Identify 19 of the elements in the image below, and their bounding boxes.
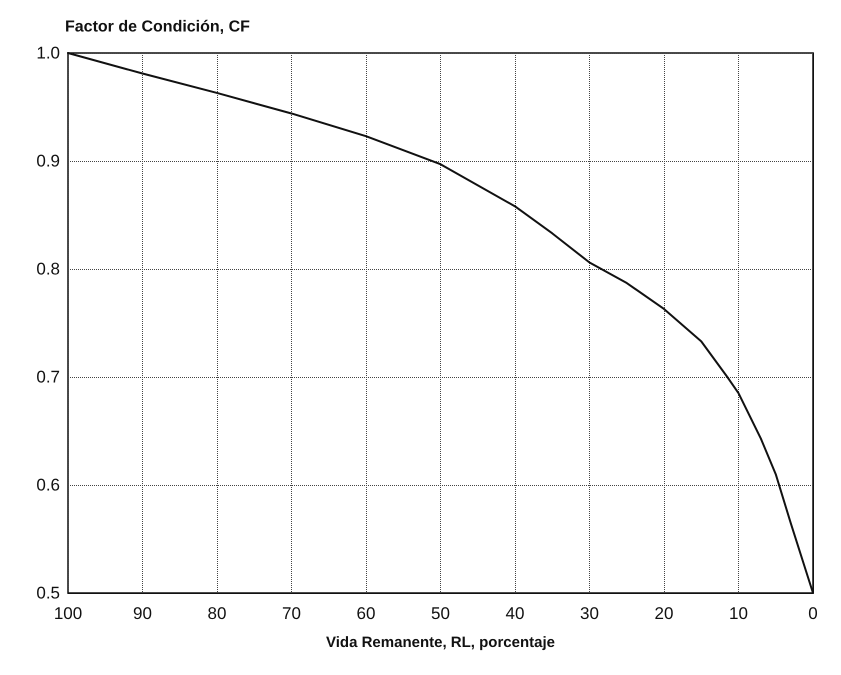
- x-tick-label: 100: [54, 604, 82, 623]
- y-tick-label: 0.6: [36, 476, 60, 494]
- x-tick-label: 80: [208, 604, 226, 623]
- y-tick-label: 0.5: [36, 584, 60, 602]
- x-tick-label: 0: [808, 604, 818, 623]
- x-tick-label: 20: [654, 604, 674, 623]
- x-tick-label: 30: [580, 604, 599, 623]
- x-tick-label: 40: [506, 604, 524, 623]
- y-tick-label: 0.9: [36, 152, 60, 170]
- x-axis-title: Vida Remanente, RL, porcentaje: [326, 634, 555, 651]
- x-tick-label: 10: [729, 604, 748, 623]
- y-axis-title: Factor de Condición, CF: [65, 18, 250, 36]
- x-tick-label: 70: [282, 604, 301, 623]
- y-tick-label: 1.0: [36, 44, 60, 62]
- y-tick-label: 0.7: [36, 368, 60, 386]
- x-tick-label: 60: [356, 604, 376, 623]
- y-tick-label: 0.8: [36, 260, 60, 278]
- x-tick-label: 50: [431, 604, 450, 623]
- x-tick-label: 90: [133, 604, 152, 623]
